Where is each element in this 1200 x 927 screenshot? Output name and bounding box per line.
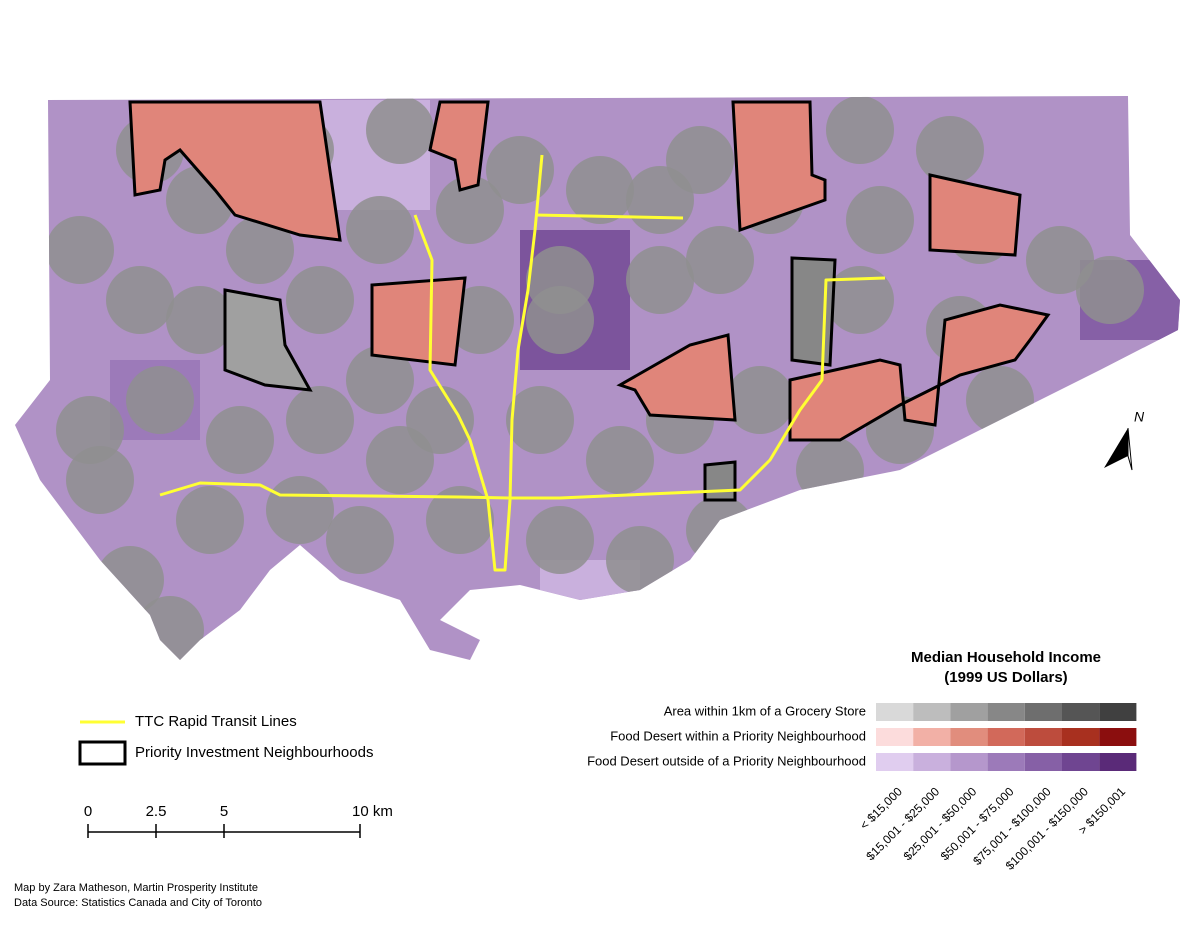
sheppard-line bbox=[534, 213, 684, 220]
legend-swatch bbox=[1062, 728, 1100, 746]
buffer bbox=[46, 216, 114, 284]
city-area bbox=[15, 96, 1180, 660]
buffer bbox=[626, 246, 694, 314]
priority-neighbourhoods bbox=[128, 100, 1051, 502]
buffer bbox=[106, 266, 174, 334]
buffer bbox=[486, 136, 554, 204]
legend-row-label: Area within 1km of a Grocery Store bbox=[664, 703, 866, 718]
neighbourhood bbox=[370, 276, 467, 367]
buffer bbox=[726, 366, 794, 434]
legend-row-label: Food Desert outside of a Priority Neighb… bbox=[587, 753, 866, 768]
north-arrow: N bbox=[1104, 409, 1145, 471]
legend-swatch bbox=[876, 703, 914, 721]
neighbourhood bbox=[731, 100, 827, 233]
neighbourhood bbox=[788, 303, 1051, 442]
buffer bbox=[66, 446, 134, 514]
buffer bbox=[1076, 256, 1144, 324]
buffer bbox=[426, 486, 494, 554]
neighbourhood bbox=[928, 173, 1022, 257]
scale-label: 5 bbox=[220, 803, 228, 820]
credit: Data Source: Statistics Canada and City … bbox=[14, 897, 262, 909]
buffer bbox=[566, 156, 634, 224]
scale-label: 10 km bbox=[352, 803, 393, 820]
legend-swatch bbox=[1062, 753, 1100, 771]
legend-swatch bbox=[876, 728, 914, 746]
buffer bbox=[686, 226, 754, 294]
buffer bbox=[176, 486, 244, 554]
buffer bbox=[966, 366, 1034, 434]
buffer bbox=[586, 426, 654, 494]
buffer bbox=[326, 506, 394, 574]
legend-swatch bbox=[950, 703, 988, 721]
neighbourhood bbox=[790, 256, 837, 367]
legend-title: Median Household Income bbox=[911, 649, 1101, 666]
buffer bbox=[166, 286, 234, 354]
buffer bbox=[846, 186, 914, 254]
buffer bbox=[1026, 226, 1094, 294]
legend-swatch bbox=[913, 703, 951, 721]
legend-swatch bbox=[987, 753, 1025, 771]
legend-subtitle: (1999 US Dollars) bbox=[944, 669, 1067, 686]
legend-swatch bbox=[1024, 703, 1062, 721]
credit: Map by Zara Matheson, Martin Prosperity … bbox=[14, 882, 258, 894]
legend-swatch bbox=[1062, 703, 1100, 721]
buffer bbox=[526, 506, 594, 574]
legend-swatch bbox=[876, 753, 914, 771]
legend-swatch bbox=[913, 753, 951, 771]
legend-label: TTC Rapid Transit Lines bbox=[135, 713, 297, 730]
buffer bbox=[366, 96, 434, 164]
neighbourhood bbox=[703, 460, 737, 502]
legend-swatch bbox=[950, 728, 988, 746]
buffer bbox=[686, 496, 754, 564]
north-label: N bbox=[1134, 409, 1145, 425]
legend-swatch bbox=[913, 728, 951, 746]
neighbourhood bbox=[428, 100, 490, 192]
buffer bbox=[916, 116, 984, 184]
buffer bbox=[286, 386, 354, 454]
buffer bbox=[436, 176, 504, 244]
legend-swatch bbox=[950, 753, 988, 771]
buffer bbox=[406, 386, 474, 454]
buffer bbox=[796, 436, 864, 504]
scale-label: 0 bbox=[84, 803, 92, 820]
legend-swatch bbox=[987, 703, 1025, 721]
scale-bar: 0 2.5 5 10 km bbox=[84, 803, 393, 838]
neighbourhood bbox=[616, 333, 737, 422]
buffer bbox=[126, 366, 194, 434]
buffer bbox=[826, 96, 894, 164]
buffer bbox=[226, 216, 294, 284]
buffer bbox=[266, 476, 334, 544]
neighbourhood bbox=[223, 288, 313, 392]
legend-label: Priority Investment Neighbourhoods bbox=[135, 744, 373, 761]
line-legend: TTC Rapid Transit Lines Priority Investme… bbox=[78, 713, 373, 766]
legend-swatch bbox=[987, 728, 1025, 746]
legend-swatch bbox=[1099, 703, 1137, 721]
legend-swatch bbox=[1024, 728, 1062, 746]
buffer bbox=[286, 266, 354, 334]
income-legend: Median Household Income (1999 US Dollars… bbox=[587, 649, 1137, 873]
buffer bbox=[346, 196, 414, 264]
legend-swatch bbox=[1024, 753, 1062, 771]
priority-swatch bbox=[78, 740, 127, 766]
yonge-line bbox=[413, 154, 544, 572]
buffer bbox=[206, 406, 274, 474]
bloor-line bbox=[159, 276, 886, 500]
buffer bbox=[606, 526, 674, 594]
buffer bbox=[506, 386, 574, 454]
buffer bbox=[666, 126, 734, 194]
legend-swatch bbox=[1099, 753, 1137, 771]
buffer bbox=[826, 266, 894, 334]
legend-swatch bbox=[1099, 728, 1137, 746]
scale-label: 2.5 bbox=[146, 803, 167, 820]
neighbourhood bbox=[128, 100, 342, 242]
buffer bbox=[526, 286, 594, 354]
arrow-half bbox=[1127, 427, 1133, 471]
transit-lines bbox=[159, 154, 886, 572]
buffer bbox=[136, 596, 204, 660]
arrow-half bbox=[1104, 428, 1128, 468]
legend-row-label: Food Desert within a Priority Neighbourh… bbox=[610, 728, 866, 743]
buffer bbox=[346, 346, 414, 414]
